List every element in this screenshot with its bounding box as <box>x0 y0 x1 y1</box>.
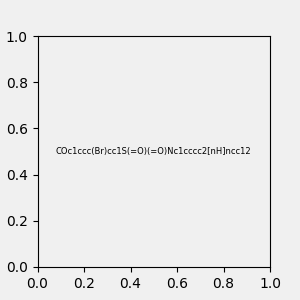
Text: COc1ccc(Br)cc1S(=O)(=O)Nc1cccc2[nH]ncc12: COc1ccc(Br)cc1S(=O)(=O)Nc1cccc2[nH]ncc12 <box>56 147 252 156</box>
